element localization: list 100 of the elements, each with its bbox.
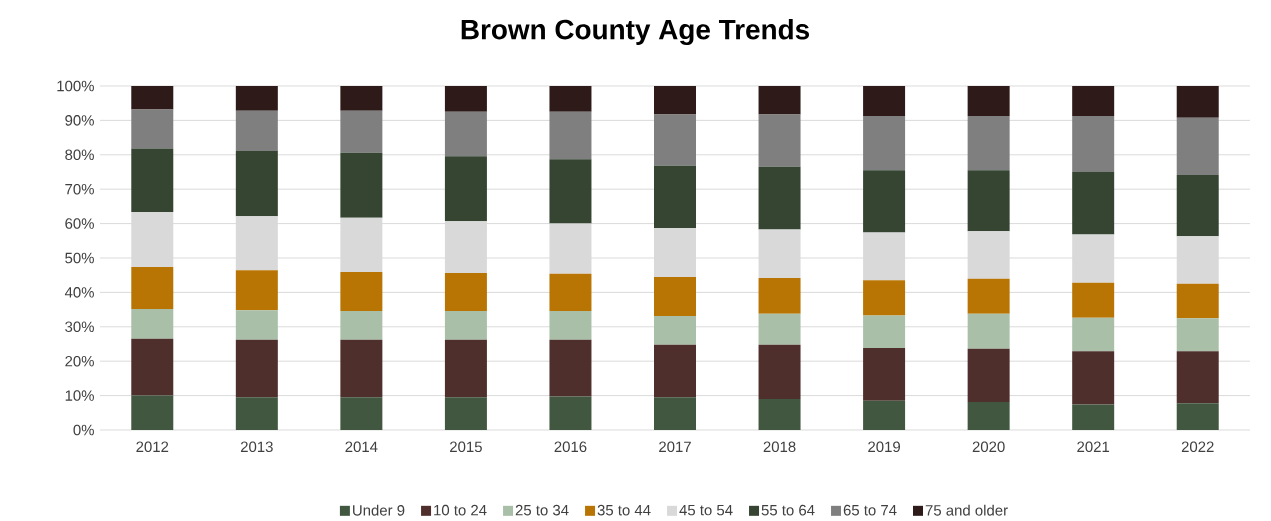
bar (131, 85, 174, 110)
x-tick-label: 2018 (763, 441, 796, 453)
bar (1072, 282, 1115, 318)
bar (654, 165, 696, 229)
legend-label: 75 and older (925, 504, 1008, 516)
bar (967, 115, 1010, 171)
bar (131, 266, 174, 309)
bar (654, 85, 696, 115)
bar (235, 110, 278, 151)
bar (1176, 85, 1219, 118)
chart-title: Brown County Age Trends (461, 18, 810, 46)
bar (444, 273, 487, 311)
x-tick-label: 2020 (972, 441, 1005, 453)
bar (1072, 115, 1115, 172)
bar (758, 229, 801, 278)
bar (1176, 351, 1219, 404)
legend-label: Under 9 (353, 504, 405, 516)
bar (654, 344, 696, 398)
bar (654, 228, 696, 277)
bar (549, 223, 592, 274)
bar (967, 402, 1010, 430)
bar (340, 310, 383, 340)
bar (549, 273, 592, 311)
bar (967, 313, 1010, 349)
x-tick-label: 2012 (136, 441, 169, 453)
bar (340, 272, 383, 311)
bar (863, 280, 906, 316)
y-tick-label: 70% (65, 183, 94, 195)
bar (967, 278, 1010, 314)
bar (1176, 283, 1219, 319)
y-tick-label: 50% (65, 252, 94, 264)
bar (444, 339, 487, 398)
bar (235, 216, 278, 271)
bar (654, 397, 696, 430)
bar (444, 111, 487, 157)
x-tick-label: 2016 (554, 441, 587, 453)
bar (654, 276, 696, 317)
y-tick-label: 40% (64, 287, 94, 298)
bar (235, 85, 278, 111)
bar (549, 111, 592, 160)
bar (758, 344, 801, 400)
bar (549, 85, 592, 112)
bar (967, 170, 1010, 232)
bar (863, 115, 906, 171)
bar (758, 399, 801, 430)
bar (1072, 85, 1115, 116)
bar (1072, 404, 1115, 430)
bar (444, 310, 487, 340)
y-tick-label: 60% (65, 218, 94, 229)
legend-label: 45 to 54 (679, 504, 733, 516)
bar (967, 85, 1010, 116)
bar (758, 166, 801, 230)
x-tick-label: 2013 (240, 441, 273, 453)
bar (1176, 175, 1219, 237)
bar (340, 85, 383, 111)
bar (340, 152, 383, 218)
y-tick-label: 20% (65, 355, 94, 367)
bar (235, 397, 278, 430)
bar (549, 339, 592, 397)
bar (863, 170, 906, 233)
bar (863, 232, 906, 281)
x-tick-label: 2015 (450, 441, 482, 453)
bar (131, 109, 174, 149)
bar (758, 277, 801, 314)
y-tick-label: 10% (65, 390, 94, 401)
y-tick-label: 100% (57, 80, 94, 92)
bar (131, 338, 174, 396)
bar (549, 310, 592, 340)
x-tick-label: 2017 (659, 441, 691, 453)
bar (1176, 318, 1219, 352)
bar (1072, 234, 1115, 283)
bar (1072, 171, 1115, 235)
bar (1176, 403, 1219, 430)
bar (235, 310, 278, 340)
bar (340, 339, 383, 398)
bar (444, 397, 487, 430)
bar (863, 348, 906, 401)
x-tick-label: 2019 (868, 441, 900, 453)
bar (340, 110, 383, 153)
y-tick-label: 30% (65, 321, 94, 333)
bar (1176, 236, 1219, 284)
bar (340, 217, 383, 273)
bar (235, 270, 278, 311)
bar (444, 85, 487, 112)
bar (1072, 317, 1115, 352)
bar (131, 308, 174, 339)
x-tick-label: 2021 (1077, 441, 1110, 453)
bar (863, 85, 906, 116)
bar (654, 114, 696, 166)
bar (758, 313, 801, 345)
bar (549, 396, 592, 430)
bar (758, 114, 801, 167)
bar (131, 395, 174, 430)
x-tick-label: 2014 (345, 441, 378, 453)
legend-label: 35 to 44 (597, 504, 651, 516)
bar (444, 221, 487, 274)
y-tick-label: 90% (65, 115, 94, 126)
bar (967, 231, 1010, 279)
bar (863, 315, 906, 349)
bar (549, 159, 592, 224)
